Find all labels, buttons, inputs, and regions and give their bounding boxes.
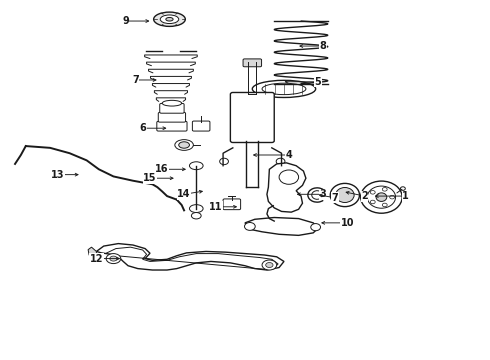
- Ellipse shape: [382, 188, 387, 191]
- Text: 4: 4: [286, 150, 292, 160]
- Text: 2: 2: [361, 191, 368, 201]
- Ellipse shape: [266, 262, 273, 267]
- Ellipse shape: [106, 253, 121, 264]
- Ellipse shape: [220, 158, 228, 165]
- Text: 12: 12: [90, 253, 103, 264]
- Ellipse shape: [245, 222, 255, 230]
- Text: 5: 5: [315, 77, 321, 87]
- Ellipse shape: [154, 12, 185, 26]
- Text: 7: 7: [332, 193, 339, 203]
- Ellipse shape: [262, 83, 306, 95]
- Ellipse shape: [175, 140, 194, 150]
- FancyBboxPatch shape: [230, 93, 274, 143]
- Text: 14: 14: [177, 189, 191, 199]
- Text: 6: 6: [139, 123, 146, 133]
- Ellipse shape: [190, 162, 203, 170]
- Ellipse shape: [252, 80, 316, 98]
- FancyBboxPatch shape: [157, 121, 187, 131]
- Text: 1: 1: [402, 191, 409, 201]
- Ellipse shape: [336, 188, 354, 203]
- Text: 7: 7: [132, 75, 139, 85]
- Ellipse shape: [262, 260, 277, 270]
- Ellipse shape: [311, 224, 320, 231]
- FancyBboxPatch shape: [223, 199, 241, 210]
- Ellipse shape: [190, 204, 203, 212]
- Ellipse shape: [370, 190, 375, 194]
- Ellipse shape: [160, 15, 179, 23]
- Ellipse shape: [192, 212, 201, 219]
- Text: 3: 3: [319, 189, 326, 199]
- Ellipse shape: [166, 18, 173, 21]
- Ellipse shape: [361, 181, 402, 213]
- FancyBboxPatch shape: [158, 112, 186, 122]
- Polygon shape: [267, 163, 306, 212]
- Ellipse shape: [370, 200, 375, 204]
- Text: 8: 8: [319, 41, 326, 51]
- Ellipse shape: [162, 100, 182, 106]
- FancyBboxPatch shape: [160, 103, 184, 113]
- Ellipse shape: [279, 170, 298, 184]
- Polygon shape: [97, 244, 284, 270]
- Ellipse shape: [110, 256, 117, 261]
- Ellipse shape: [368, 186, 395, 208]
- Text: 13: 13: [50, 170, 64, 180]
- Text: 11: 11: [209, 202, 222, 212]
- FancyBboxPatch shape: [193, 121, 210, 131]
- Ellipse shape: [276, 158, 285, 165]
- Ellipse shape: [376, 193, 387, 202]
- Ellipse shape: [382, 203, 387, 207]
- Text: 10: 10: [341, 218, 354, 228]
- Text: 9: 9: [122, 16, 129, 26]
- Ellipse shape: [330, 183, 360, 207]
- Polygon shape: [88, 247, 97, 258]
- Ellipse shape: [390, 195, 394, 199]
- Polygon shape: [245, 217, 318, 235]
- FancyBboxPatch shape: [243, 59, 262, 67]
- Text: 15: 15: [143, 173, 157, 183]
- Ellipse shape: [400, 187, 405, 190]
- Text: 16: 16: [155, 164, 169, 174]
- Ellipse shape: [179, 142, 190, 148]
